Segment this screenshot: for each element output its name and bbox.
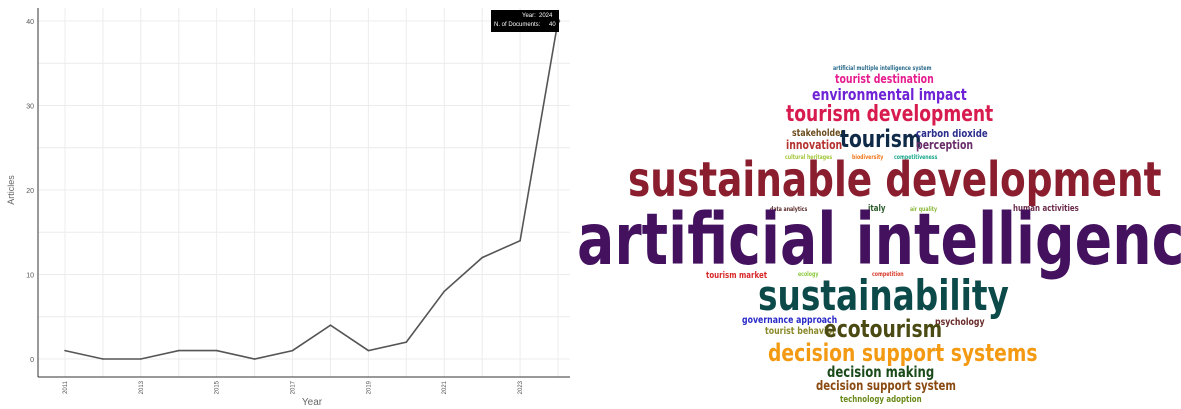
data-point[interactable] — [329, 324, 332, 327]
word-innovation: innovation — [786, 138, 843, 152]
chart-grid — [38, 8, 570, 377]
word-environmental-impact: environmental impact — [812, 85, 967, 104]
x-tick-label: 2015 — [215, 380, 221, 394]
y-tick-label: 10 — [26, 273, 34, 280]
y-tick-label: 20 — [26, 188, 34, 195]
word-stakeholder: stakeholder — [792, 128, 845, 139]
y-tick-label: 30 — [26, 104, 34, 111]
word-ecology: ecology — [798, 271, 819, 278]
word-perception: perception — [916, 138, 974, 152]
tooltip-year-label: Year: — [522, 13, 536, 19]
word-decision-support-systems: decision support systems — [768, 339, 1038, 367]
data-point[interactable] — [177, 349, 180, 352]
word-biodiversity: biodiversity — [852, 154, 884, 161]
y-tick-label: 0 — [30, 357, 34, 364]
x-axis-label: Year — [302, 397, 323, 408]
x-tick-labels: 2011 2013 2015 2017 2019 2021 2023 — [63, 380, 524, 394]
word-artificial-multiple-intelligence-system: artificial multiple intelligence system — [833, 65, 932, 72]
word-tourism-development: tourism development — [786, 102, 994, 127]
data-point[interactable] — [64, 349, 66, 352]
word-ecotourism: ecotourism — [824, 315, 943, 343]
x-tick-label: 2013 — [139, 380, 145, 394]
tooltip-docs-label: N. of Documents: — [494, 22, 541, 28]
tooltip-docs-value: 40 — [549, 22, 556, 28]
word-carbon-dioxide: carbon dioxide — [916, 127, 988, 140]
x-tick-label: 2023 — [518, 380, 524, 394]
word-competition: competition — [872, 271, 904, 278]
word-sustainable-development: sustainable development — [628, 152, 1162, 208]
line-chart: 2011 2013 2015 2017 2019 2021 2023 0 10 20 30 40 Y… — [6, 8, 570, 408]
tooltip-year-value: 2024 — [539, 13, 553, 19]
data-point[interactable] — [481, 256, 483, 259]
data-point[interactable] — [102, 358, 104, 360]
data-point[interactable] — [253, 358, 256, 360]
y-tick-labels: 0 10 20 30 40 — [26, 19, 34, 364]
word-italy: italy — [868, 204, 886, 214]
data-point[interactable] — [405, 341, 408, 343]
x-tick-label: 2011 — [63, 380, 69, 394]
data-point[interactable] — [140, 358, 142, 360]
word-competitiveness: competitiveness — [894, 154, 938, 161]
word-tourist-behavior: tourist behavior — [765, 326, 836, 337]
word-artificial-intelligence: artificial intelligence — [577, 198, 1181, 281]
data-point[interactable] — [443, 290, 446, 293]
data-point[interactable] — [215, 349, 218, 352]
word-psychology: psychology — [935, 317, 985, 328]
word-governance-approach: governance approach — [742, 315, 838, 326]
word-decision-support-system: decision support system — [816, 379, 956, 394]
tooltip: Year: 2024 N. of Documents: 40 — [491, 10, 559, 32]
data-point[interactable] — [367, 349, 370, 352]
word-human-activities: human activities — [1013, 204, 1079, 214]
data-point[interactable] — [291, 349, 294, 352]
y-tick-label: 40 — [26, 19, 34, 26]
word-decision-making: decision making — [827, 363, 935, 381]
word-technology-adoption: technology adoption — [840, 395, 922, 405]
word-air-quality: air quality — [910, 206, 938, 213]
word-tourism: tourism — [840, 125, 922, 153]
data-point[interactable] — [519, 239, 521, 242]
y-axis-label: Articles — [6, 175, 16, 205]
word-data-analytics: data analytics — [770, 206, 808, 213]
series-line-articles — [64, 20, 559, 360]
x-tick-label: 2019 — [366, 380, 372, 394]
word-cloud: artificial multiple intelligence system … — [570, 0, 1181, 409]
x-tick-label: 2021 — [442, 380, 448, 394]
word-cultural-heritages: cultural heritages — [785, 154, 833, 161]
word-tourist-destination: tourist destination — [835, 72, 934, 86]
word-sustainability: sustainability — [758, 271, 1009, 320]
data-points — [64, 18, 561, 360]
x-tick-label: 2017 — [291, 380, 297, 394]
word-tourism-market: tourism market — [706, 271, 768, 281]
